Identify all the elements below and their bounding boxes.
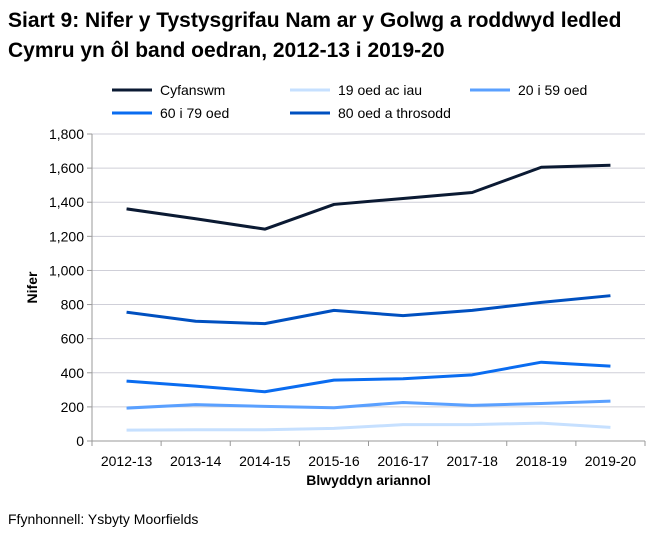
x-tick-label: 2017-18	[446, 453, 498, 469]
x-axis-label: Blwyddyn ariannol	[306, 472, 430, 488]
legend-label: 80 oed a throsodd	[338, 105, 451, 121]
y-tick-label: 1,800	[49, 126, 84, 142]
series-line	[126, 421, 611, 432]
x-tick-label: 2015-16	[308, 453, 360, 469]
series-line	[126, 360, 611, 394]
legend-label: 60 i 79 oed	[160, 105, 229, 121]
chart-title: Siart 9: Nifer y Tystysgrifau Nam ar y G…	[8, 9, 622, 62]
y-tick-label: 400	[61, 365, 85, 381]
series-line	[126, 399, 611, 410]
source-note: Ffynhonnell: Ysbyty Moorfields	[8, 511, 199, 527]
y-tick-label: 800	[61, 297, 85, 313]
legend-label: Cyfanswm	[160, 82, 225, 98]
x-tick-label: 2019-20	[585, 453, 637, 469]
y-tick-label: 1,400	[49, 194, 84, 210]
y-tick-label: 600	[61, 331, 85, 347]
x-tick-label: 2012-13	[101, 453, 153, 469]
x-tick-label: 2016-17	[377, 453, 429, 469]
x-tick-label: 2018-19	[516, 453, 568, 469]
y-axis-label: Nifer	[24, 271, 40, 303]
legend-label: 20 i 59 oed	[518, 82, 587, 98]
y-tick-label: 0	[76, 433, 84, 449]
series-line	[126, 294, 611, 326]
y-tick-label: 200	[61, 399, 85, 415]
y-tick-label: 1,000	[49, 262, 84, 278]
y-tick-label: 1,200	[49, 228, 84, 244]
x-tick-label: 2014-15	[239, 453, 291, 469]
y-tick-label: 1,600	[49, 160, 84, 176]
x-tick-label: 2013-14	[170, 453, 222, 469]
series-line	[126, 163, 611, 231]
legend-label: 19 oed ac iau	[338, 82, 422, 98]
